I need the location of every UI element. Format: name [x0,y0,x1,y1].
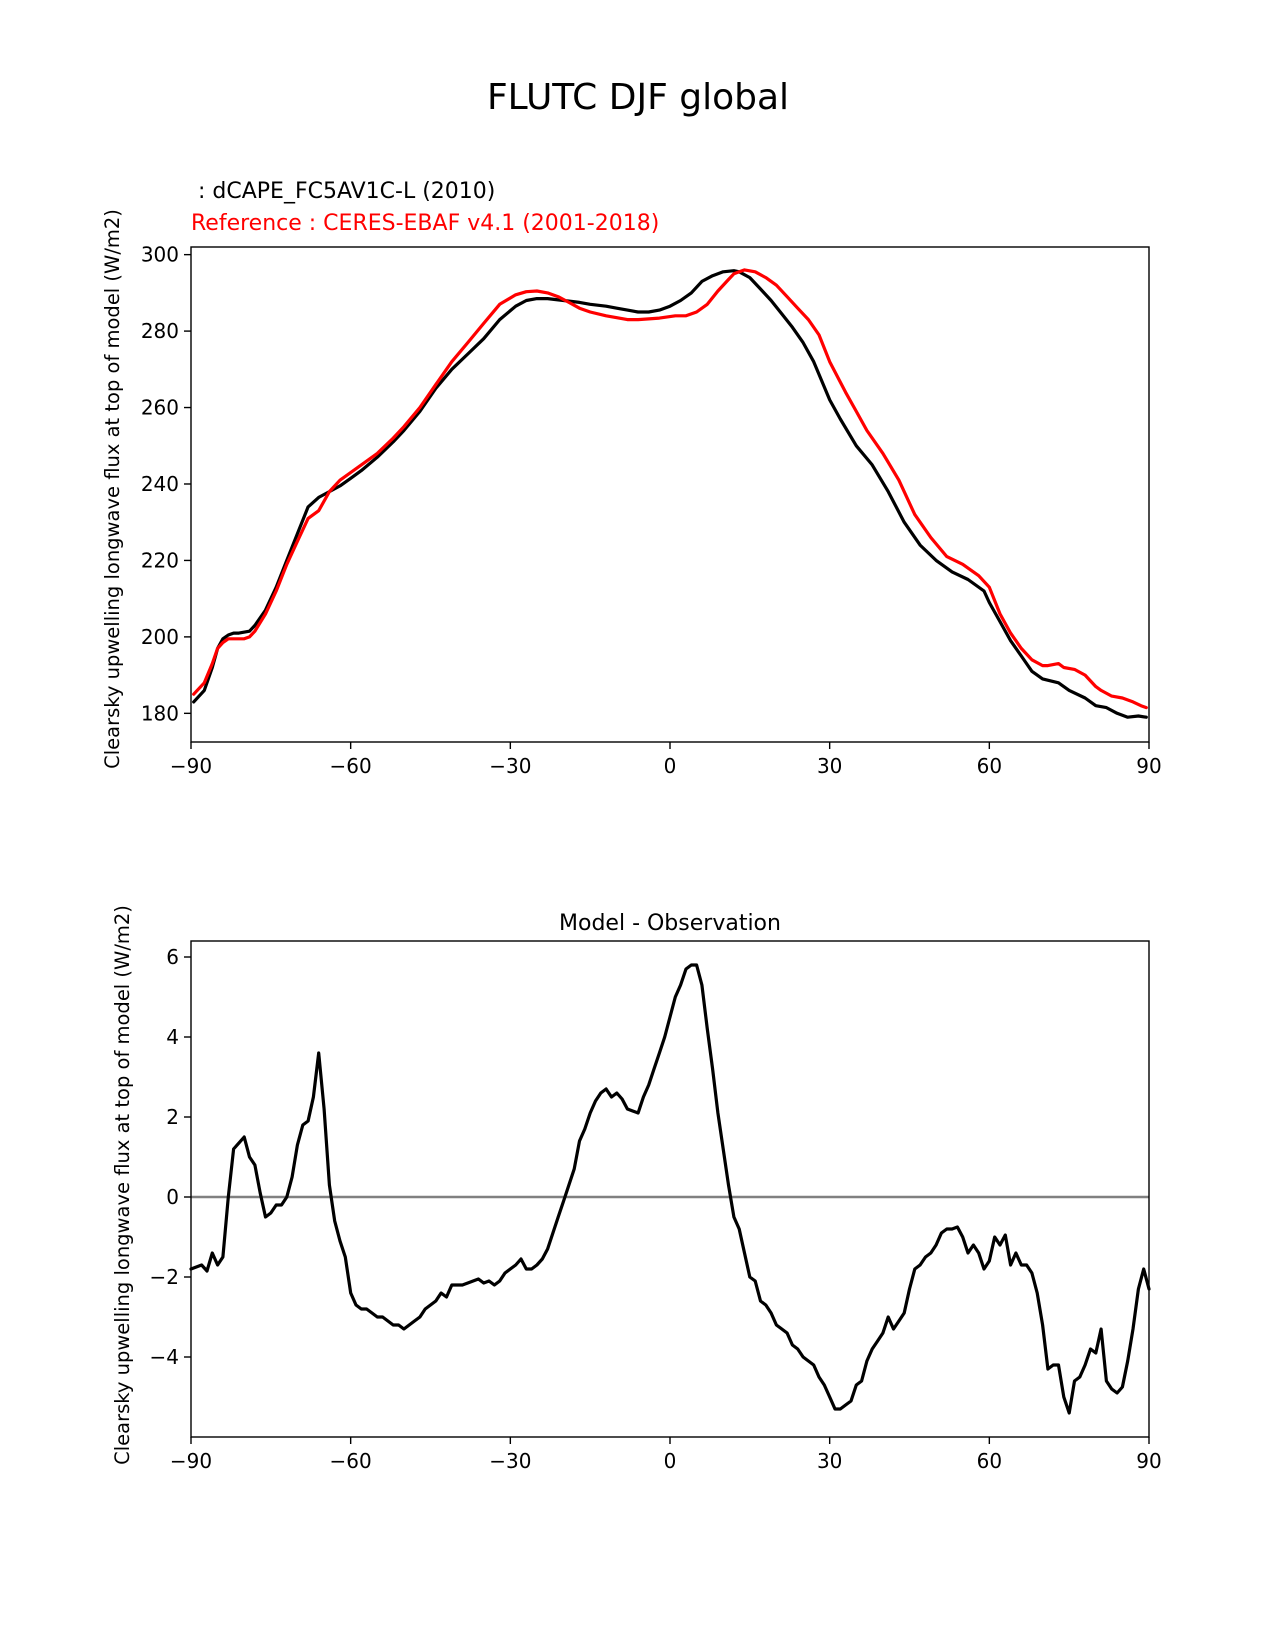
bottom-y-tick-label: −2 [150,1265,179,1289]
bottom-y-axis-label: Clearsky upwelling longwave flux at top … [111,905,134,1465]
bottom-y-tick-label: −4 [150,1345,179,1369]
top-x-tick-label: 60 [977,754,1002,778]
bottom-x-tick-label: −30 [489,1449,531,1473]
top-x-tick-label: 0 [664,754,677,778]
bottom-chart: Model - Observation Clearsky upwelling l… [111,905,1162,1473]
top-series-model-line [192,269,1148,719]
top-y-axis-label: Clearsky upwelling longwave flux at top … [101,209,124,769]
bottom-x-tick-label: −60 [330,1449,372,1473]
bottom-x-tick-label: 0 [664,1449,677,1473]
bottom-series-model-line [189,963,1151,1415]
top-y-tick-label: 280 [141,319,179,343]
top-plot-area: −90 −60 −30 0 30 60 90 180 200 220 240 260 280 300 [141,243,1162,778]
top-y-tick-label: 220 [141,548,179,572]
bottom-y-tick-label: 2 [166,1105,179,1129]
top-y-tick-label: 180 [141,701,179,725]
bottom-x-tick-label: −90 [170,1449,212,1473]
top-y-tick-label: 240 [141,472,179,496]
bottom-plot-area: −90 −60 −30 0 30 60 90 −4 −2 0 2 4 6 [150,940,1162,1473]
top-x-tick-label: −30 [489,754,531,778]
bottom-y-tick-label: 6 [166,945,179,969]
top-chart: : dCAPE_FC5AV1C-L (2010) Reference : CER… [101,179,1162,778]
top-y-tick-label: 300 [141,243,179,267]
bottom-chart-title: Model - Observation [559,911,781,936]
bottom-y-tick-label: 4 [166,1025,179,1049]
top-y-tick-label: 260 [141,396,179,420]
top-x-tick-label: −90 [170,754,212,778]
figure-title: FLUTC DJF global [487,77,789,118]
bottom-x-tick-label: 30 [817,1449,842,1473]
top-x-tick-label: −60 [330,754,372,778]
top-y-tick-label: 200 [141,625,179,649]
top-x-tick-label: 30 [817,754,842,778]
bottom-y-tick-label: 0 [166,1185,179,1209]
top-series-reference-line [192,268,1148,710]
top-x-tick-label: 90 [1136,754,1161,778]
bottom-x-tick-label: 90 [1136,1449,1161,1473]
model-label: : dCAPE_FC5AV1C-L (2010) [191,179,495,204]
reference-label: Reference : CERES-EBAF v4.1 (2001-2018) [191,211,659,236]
bottom-x-tick-label: 60 [977,1449,1002,1473]
